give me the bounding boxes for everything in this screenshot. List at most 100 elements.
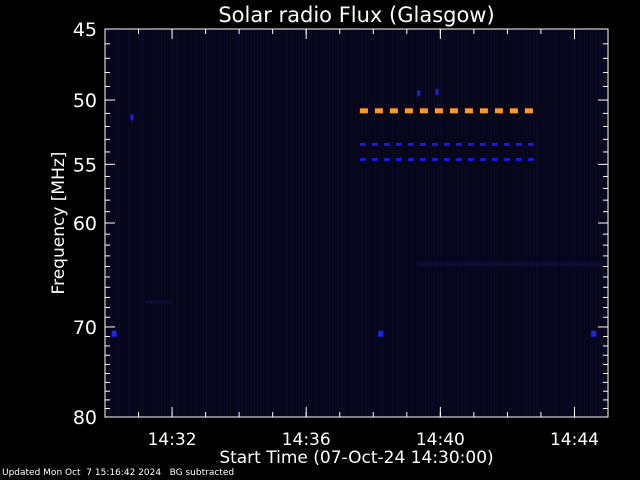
noise-stripe [539, 29, 540, 417]
noise-stripe [557, 29, 558, 417]
noise-stripe [305, 29, 306, 417]
noise-stripe [536, 29, 537, 417]
noise-stripe [200, 29, 201, 417]
noise-stripe [176, 29, 177, 417]
blue-band-upper [479, 142, 486, 146]
noise-stripe [473, 29, 474, 417]
noise-stripe [503, 29, 504, 417]
blue-band-upper [503, 142, 510, 146]
noise-stripe [368, 29, 369, 417]
noise-stripe [344, 29, 345, 417]
noise-stripe [572, 29, 573, 417]
noise-stripe [143, 29, 144, 417]
noise-stripe [212, 29, 213, 417]
noise-stripe [590, 29, 591, 417]
noise-stripe [203, 29, 204, 417]
orange-emission-band [449, 108, 458, 114]
noise-stripe [488, 29, 489, 417]
noise-stripe [527, 29, 528, 417]
noise-stripe [206, 29, 207, 417]
noise-stripe [440, 29, 441, 417]
noise-stripe [548, 29, 549, 417]
blue-band-upper [527, 142, 534, 146]
noise-stripe [290, 29, 291, 417]
noise-stripe [248, 29, 249, 417]
noise-stripe [542, 29, 543, 417]
spot [435, 88, 439, 95]
noise-stripe [554, 29, 555, 417]
noise-stripe [446, 29, 447, 417]
y-tick-label: 70 [73, 317, 97, 339]
noise-stripe [140, 29, 141, 417]
noise-stripe [494, 29, 495, 417]
noise-stripe [155, 29, 156, 417]
noise-stripe [347, 29, 348, 417]
noise-stripe [458, 29, 459, 417]
blue-band-lower [371, 157, 378, 161]
noise-stripe [209, 29, 210, 417]
noise-stripe [560, 29, 561, 417]
noise-stripe [428, 29, 429, 417]
noise-stripe [128, 29, 129, 417]
blue-band-lower [407, 157, 414, 161]
noise-stripe [152, 29, 153, 417]
noise-stripe [359, 29, 360, 417]
noise-stripe [587, 29, 588, 417]
noise-stripe [371, 29, 372, 417]
noise-stripe [191, 29, 192, 417]
noise-stripe [461, 29, 462, 417]
noise-stripe [596, 29, 597, 417]
noise-stripe [269, 29, 270, 417]
noise-stripe [116, 29, 117, 417]
blue-band-lower [515, 157, 522, 161]
x-tick-label: 14:32 [148, 430, 197, 450]
noise-stripe [398, 29, 399, 417]
noise-stripe [302, 29, 303, 417]
noise-stripe [350, 29, 351, 417]
noise-stripe [245, 29, 246, 417]
noise-stripe [131, 29, 132, 417]
blue-band-upper [419, 142, 426, 146]
noise-stripe [296, 29, 297, 417]
noise-stripe [479, 29, 480, 417]
x-tick-label: 14:40 [416, 430, 465, 450]
noise-stripe [338, 29, 339, 417]
noise-stripe [215, 29, 216, 417]
noise-stripe [491, 29, 492, 417]
noise-stripe [179, 29, 180, 417]
orange-emission-band [419, 108, 428, 114]
noise-stripe [578, 29, 579, 417]
spot [130, 114, 134, 121]
noise-stripe [377, 29, 378, 417]
noise-stripe [497, 29, 498, 417]
noise-stripe [533, 29, 534, 417]
noise-stripe [257, 29, 258, 417]
noise-stripe [500, 29, 501, 417]
noise-stripe [134, 29, 135, 417]
spot [378, 330, 384, 337]
orange-emission-band [479, 108, 488, 114]
footer-updated: Updated Mon Oct 7 15:16:42 2024 BG subtr… [2, 468, 235, 478]
noise-stripe [230, 29, 231, 417]
blue-band-upper [407, 142, 414, 146]
noise-stripe [455, 29, 456, 417]
noise-stripe [326, 29, 327, 417]
noise-stripe [524, 29, 525, 417]
noise-stripe [593, 29, 594, 417]
noise-stripe [173, 29, 174, 417]
blue-band-upper [443, 142, 450, 146]
blue-band-lower [527, 157, 534, 161]
orange-emission-band [464, 108, 473, 114]
noise-stripe [410, 29, 411, 417]
blue-band-lower [503, 157, 510, 161]
blue-band-upper [431, 142, 438, 146]
noise-stripe [125, 29, 126, 417]
noise-stripe [365, 29, 366, 417]
blue-band-upper [383, 142, 390, 146]
blue-band-upper [371, 142, 378, 146]
spot [416, 90, 421, 97]
noise-stripe [266, 29, 267, 417]
orange-emission-band [434, 108, 443, 114]
noise-band [416, 262, 608, 267]
